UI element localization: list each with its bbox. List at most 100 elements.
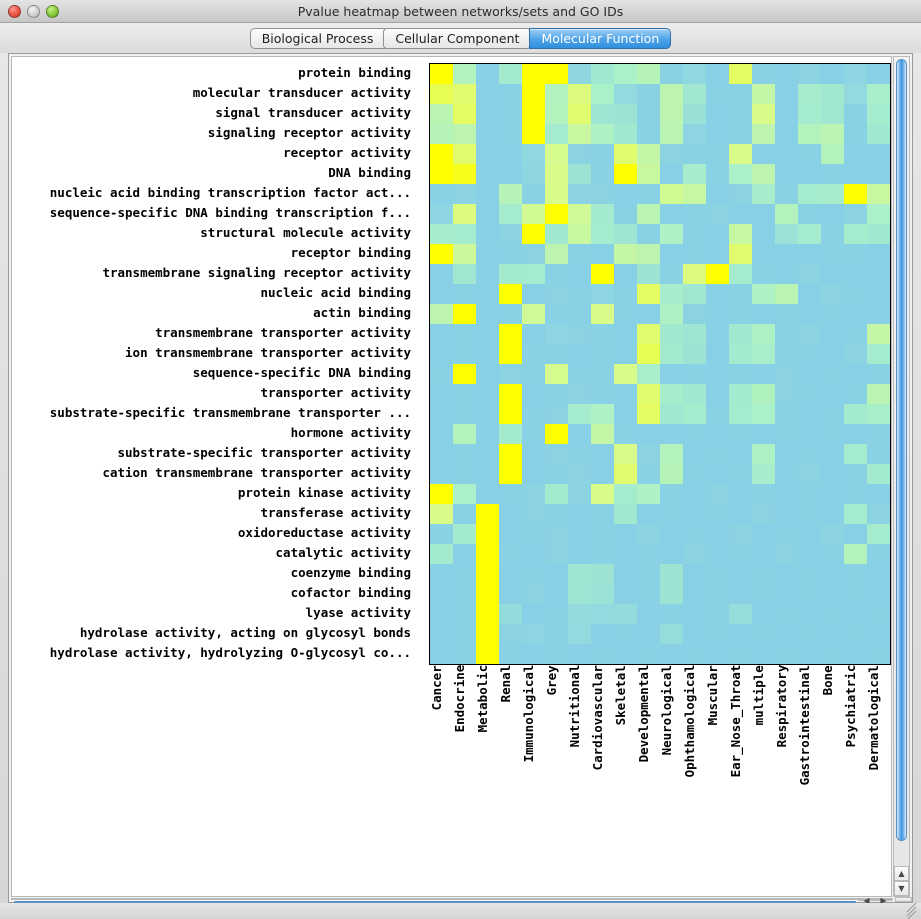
- heatmap-cell: [706, 64, 729, 84]
- heatmap-cell: [522, 524, 545, 544]
- heatmap-cell: [867, 124, 890, 144]
- heatmap-cell: [867, 504, 890, 524]
- heatmap-cell: [867, 84, 890, 104]
- heatmap-cell: [568, 304, 591, 324]
- heatmap-cell: [614, 564, 637, 584]
- heatmap-cell: [729, 324, 752, 344]
- heatmap-cell: [522, 304, 545, 324]
- tab-biological-process[interactable]: Biological Process: [249, 27, 386, 49]
- heatmap-cell: [844, 64, 867, 84]
- heatmap-cell: [614, 444, 637, 464]
- heatmap-cell: [614, 464, 637, 484]
- minimize-button[interactable]: [27, 5, 40, 18]
- heatmap-cell: [453, 84, 476, 104]
- vertical-scrollbar[interactable]: ▲ ▼: [893, 56, 910, 897]
- heatmap-cell: [430, 484, 453, 504]
- heatmap-cell: [430, 264, 453, 284]
- heatmap-cell: [821, 264, 844, 284]
- scroll-right-icon[interactable]: ▶: [875, 896, 892, 905]
- heatmap-cell: [729, 104, 752, 124]
- heatmap-cell: [821, 204, 844, 224]
- heatmap-cell: [499, 444, 522, 464]
- heatmap-cell: [545, 84, 568, 104]
- column-label: Ear_Nose_Throat: [728, 665, 743, 778]
- heatmap-cell: [821, 84, 844, 104]
- scroll-down-icon[interactable]: ▼: [894, 881, 909, 896]
- row-label: actin binding: [313, 305, 411, 320]
- heatmap-cell: [752, 144, 775, 164]
- heatmap-cell: [798, 564, 821, 584]
- heatmap-cell: [499, 304, 522, 324]
- heatmap-cell: [867, 544, 890, 564]
- heatmap-cell: [683, 184, 706, 204]
- horizontal-scrollbar-thumb[interactable]: [14, 901, 856, 903]
- heatmap-cell: [430, 104, 453, 124]
- resize-grip-icon[interactable]: [905, 902, 918, 919]
- heatmap-cell: [821, 384, 844, 404]
- heatmap-cell: [844, 104, 867, 124]
- heatmap-cell: [614, 224, 637, 244]
- heatmap-cell: [752, 584, 775, 604]
- heatmap-cell: [614, 244, 637, 264]
- heatmap-cell: [637, 524, 660, 544]
- row-label: receptor binding: [290, 245, 411, 260]
- scroll-left-icon[interactable]: ◀: [858, 896, 875, 905]
- heatmap-cell: [499, 344, 522, 364]
- heatmap-cell: [660, 484, 683, 504]
- heatmap-cell: [430, 604, 453, 624]
- heatmap-cell: [430, 564, 453, 584]
- heatmap-cell: [637, 224, 660, 244]
- heatmap-cell: [775, 84, 798, 104]
- heatmap-cell: [476, 604, 499, 624]
- heatmap-cell: [568, 584, 591, 604]
- heatmap-cell: [660, 404, 683, 424]
- row-label: protein binding: [298, 65, 411, 80]
- close-button[interactable]: [8, 5, 21, 18]
- heatmap-cell: [591, 444, 614, 464]
- heatmap-cell: [591, 324, 614, 344]
- heatmap-cell: [660, 524, 683, 544]
- heatmap-cell: [545, 404, 568, 424]
- heatmap-cell: [453, 624, 476, 644]
- heatmap-cell: [591, 564, 614, 584]
- heatmap-cell: [568, 504, 591, 524]
- heatmap-cell: [591, 284, 614, 304]
- heatmap-cell: [430, 404, 453, 424]
- heatmap-cell: [568, 444, 591, 464]
- heatmap-cell: [844, 264, 867, 284]
- vertical-scrollbar-thumb[interactable]: [896, 59, 907, 841]
- heatmap-cell: [798, 244, 821, 264]
- heatmap-cell: [683, 144, 706, 164]
- heatmap-cell: [430, 304, 453, 324]
- heatmap-cell: [844, 644, 867, 664]
- heatmap-cell: [706, 84, 729, 104]
- heatmap-cell: [476, 264, 499, 284]
- heatmap-cell: [798, 224, 821, 244]
- heatmap-cell: [683, 284, 706, 304]
- heatmap-cell: [614, 64, 637, 84]
- heatmap-cell: [729, 564, 752, 584]
- heatmap-cell: [729, 144, 752, 164]
- heatmap-cell: [568, 624, 591, 644]
- scroll-up-icon[interactable]: ▲: [894, 866, 909, 881]
- heatmap-cell: [568, 604, 591, 624]
- heatmap-cell: [453, 124, 476, 144]
- heatmap-cell: [660, 144, 683, 164]
- heatmap-cell: [614, 264, 637, 284]
- heatmap-cell: [775, 304, 798, 324]
- heatmap-cell: [522, 104, 545, 124]
- window-controls: [8, 5, 59, 18]
- heatmap-cell: [821, 244, 844, 264]
- zoom-button[interactable]: [46, 5, 59, 18]
- column-label: Developmental: [636, 665, 651, 763]
- heatmap-cell: [867, 404, 890, 424]
- tab-molecular-function[interactable]: Molecular Function: [529, 27, 672, 49]
- heatmap-cell: [522, 164, 545, 184]
- heatmap-cell: [614, 424, 637, 444]
- heatmap-cell: [637, 544, 660, 564]
- horizontal-scrollbar[interactable]: ◀ ▶: [11, 896, 893, 905]
- tab-cellular-component[interactable]: Cellular Component: [383, 27, 532, 49]
- heatmap-cell: [591, 204, 614, 224]
- heatmap-cell: [545, 304, 568, 324]
